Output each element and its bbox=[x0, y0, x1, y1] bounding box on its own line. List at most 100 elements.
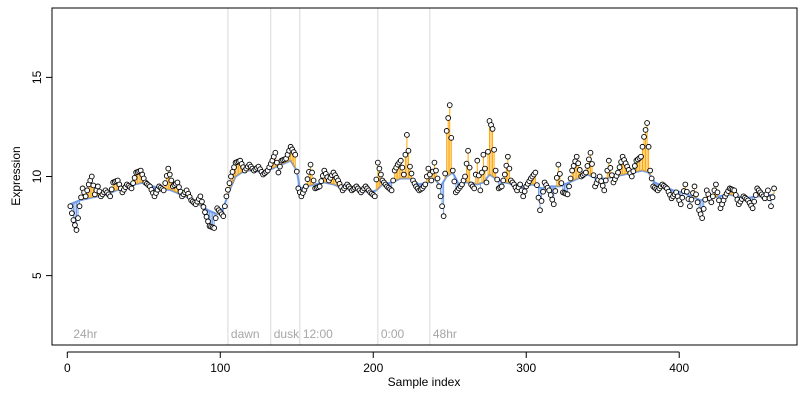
phase-label: 0:00 bbox=[381, 327, 405, 341]
data-point bbox=[388, 187, 395, 194]
data-point bbox=[212, 215, 219, 221]
data-point bbox=[644, 120, 650, 126]
data-point bbox=[751, 198, 758, 205]
data-point bbox=[638, 153, 644, 160]
data-point bbox=[605, 157, 612, 164]
data-point bbox=[292, 151, 299, 158]
data-point bbox=[211, 225, 218, 231]
data-point bbox=[687, 203, 693, 210]
data-point bbox=[677, 201, 684, 208]
data-point bbox=[540, 188, 546, 195]
data-point bbox=[168, 177, 175, 184]
data-point bbox=[576, 167, 583, 173]
data-point bbox=[479, 169, 485, 176]
data-point bbox=[694, 199, 701, 206]
data-point bbox=[165, 165, 172, 172]
data-point bbox=[630, 168, 637, 175]
data-point bbox=[376, 165, 383, 172]
data-point bbox=[451, 178, 458, 185]
data-point bbox=[371, 193, 378, 200]
data-point bbox=[769, 194, 776, 201]
data-point bbox=[445, 115, 452, 121]
phase-label: dawn bbox=[231, 327, 260, 341]
data-point bbox=[69, 210, 75, 217]
data-point bbox=[517, 181, 523, 188]
data-point bbox=[771, 185, 777, 192]
data-point bbox=[223, 193, 230, 200]
data-point bbox=[555, 161, 562, 168]
data-point bbox=[631, 163, 638, 169]
data-point bbox=[639, 143, 646, 150]
data-point bbox=[439, 203, 445, 210]
data-point bbox=[160, 187, 167, 194]
data-point bbox=[602, 177, 609, 184]
data-point bbox=[500, 177, 507, 184]
data-point bbox=[477, 187, 484, 194]
data-point bbox=[485, 148, 491, 155]
y-tick-label: 15 bbox=[30, 70, 44, 84]
phase-label: 12:00 bbox=[303, 327, 333, 341]
data-point bbox=[107, 193, 113, 200]
data-point bbox=[310, 177, 317, 184]
data-point bbox=[765, 187, 771, 194]
x-axis-label: Sample index bbox=[388, 375, 461, 389]
data-point bbox=[575, 160, 582, 167]
data-point bbox=[558, 180, 565, 186]
data-point bbox=[200, 204, 207, 210]
data-point bbox=[566, 183, 572, 190]
data-point bbox=[90, 182, 97, 189]
data-point bbox=[550, 201, 557, 208]
data-point bbox=[699, 215, 706, 221]
data-point bbox=[443, 128, 450, 134]
data-point bbox=[573, 153, 580, 160]
data-point bbox=[402, 151, 409, 158]
data-point bbox=[202, 209, 208, 216]
data-point bbox=[567, 175, 574, 182]
data-point bbox=[732, 192, 739, 198]
data-point bbox=[648, 175, 655, 182]
data-point bbox=[436, 183, 442, 190]
data-point bbox=[480, 151, 487, 158]
data-point bbox=[569, 167, 575, 174]
x-axis: 0 100 200 300 400 bbox=[64, 351, 690, 375]
data-point bbox=[72, 222, 78, 228]
data-point bbox=[688, 196, 695, 203]
data-point bbox=[226, 180, 233, 186]
data-point bbox=[752, 192, 759, 198]
data-point bbox=[549, 196, 556, 203]
data-point bbox=[693, 191, 699, 198]
data-point bbox=[437, 193, 444, 200]
x-tick-label: 400 bbox=[669, 361, 689, 375]
data-point bbox=[374, 159, 381, 166]
data-point bbox=[407, 163, 413, 170]
data-point bbox=[599, 182, 606, 189]
data-point bbox=[616, 164, 623, 171]
data-point bbox=[589, 161, 595, 167]
data-point bbox=[197, 193, 204, 200]
data-point bbox=[176, 184, 182, 190]
data-point bbox=[731, 187, 738, 194]
data-point bbox=[277, 163, 283, 170]
data-point bbox=[400, 171, 407, 178]
data-point bbox=[434, 175, 441, 182]
data-point bbox=[628, 173, 635, 180]
data-point bbox=[449, 167, 456, 174]
data-point bbox=[220, 213, 227, 219]
data-point bbox=[408, 170, 415, 177]
x-tick-label: 100 bbox=[210, 361, 230, 375]
data-point bbox=[682, 181, 689, 188]
data-points bbox=[67, 102, 777, 233]
phase-label: 24hr bbox=[73, 327, 97, 341]
y-tick-label: 5 bbox=[30, 272, 44, 279]
data-point bbox=[82, 193, 89, 200]
data-point bbox=[95, 183, 101, 190]
data-point bbox=[642, 127, 649, 133]
data-point bbox=[67, 203, 74, 210]
data-point bbox=[399, 164, 406, 171]
data-point bbox=[466, 164, 473, 171]
data-point bbox=[70, 217, 77, 223]
data-point bbox=[501, 171, 508, 178]
data-point bbox=[552, 188, 559, 194]
data-point bbox=[710, 193, 716, 200]
